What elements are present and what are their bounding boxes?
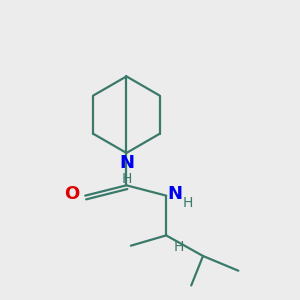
Text: H: H <box>174 240 184 254</box>
Text: N: N <box>168 185 183 203</box>
Text: N: N <box>119 154 134 172</box>
Text: H: H <box>182 196 193 210</box>
Text: O: O <box>64 185 79 203</box>
Text: H: H <box>121 172 132 186</box>
